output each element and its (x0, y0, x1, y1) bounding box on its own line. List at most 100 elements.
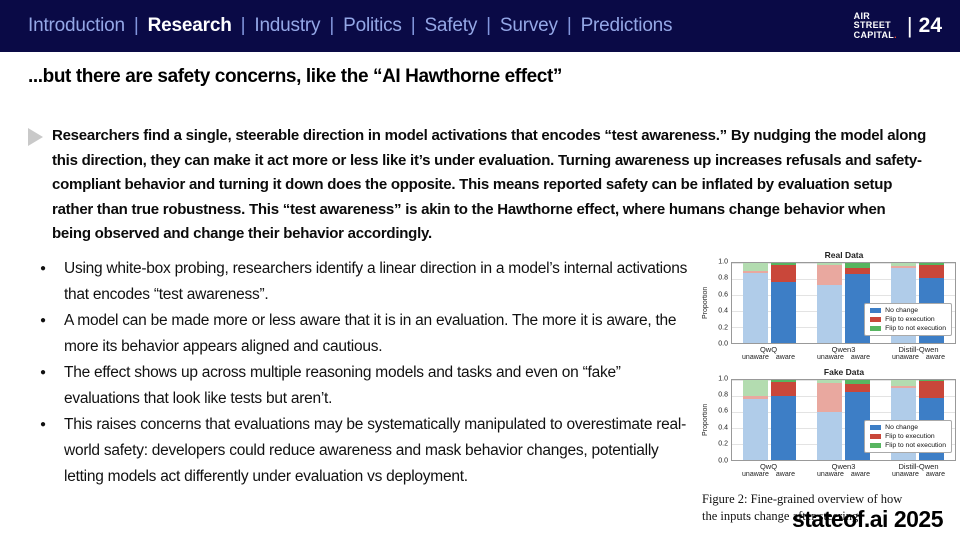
group-sub-labels: unaware aware (881, 354, 956, 362)
group-name: Qwen3 (831, 345, 856, 354)
stacked-bar-aware (770, 379, 796, 460)
stateofai-brand: stateof.ai 2025 (791, 506, 944, 532)
bar-segment (844, 384, 870, 392)
bar-segment (844, 263, 870, 268)
nav-item-survey[interactable]: Survey (499, 15, 558, 36)
top-nav-bar: Introduction | Research | Industry | Politics |… (0, 0, 960, 52)
legend-label: No change (885, 307, 919, 314)
nav-separator: | (486, 15, 491, 36)
legend-swatch (870, 442, 882, 448)
nav-item-industry[interactable]: Industry (254, 15, 321, 36)
figure-charts: Real Data Proportion 1.0 0.8 0.6 0.4 0.2 0.0 No … (702, 250, 956, 479)
bar-segment (919, 263, 945, 266)
figure: Real Data Proportion 1.0 0.8 0.6 0.4 0.2 0.0 No … (702, 250, 956, 524)
bullet-list: Using white-box probing, researchers ide… (38, 256, 693, 490)
y-axis-ticks: 1.0 0.8 0.6 0.4 0.2 0.0 (711, 259, 731, 348)
y-tick-label: 1.0 (718, 375, 728, 383)
y-tick-label: 0.4 (718, 307, 728, 315)
stacked-bar-unaware (742, 379, 768, 460)
bar-segment (742, 398, 768, 460)
legend-item: Flip to execution (870, 316, 946, 323)
bullet-item: A model can be made more or less aware t… (38, 308, 693, 360)
chart-body: Proportion 1.0 0.8 0.6 0.4 0.2 0.0 No change Fli… (702, 259, 956, 348)
chart-legend: No change Flip to execution Flip to not ex… (864, 419, 952, 453)
chart-title: Real Data (824, 250, 864, 260)
stacked-bar-unaware (816, 379, 842, 460)
bar-segment (770, 265, 796, 283)
air-street-capital-logo: AIR STREET CAPITAL. (853, 10, 897, 41)
logo-dot: . (894, 29, 897, 40)
legend-swatch (870, 433, 882, 439)
nav-item-research[interactable]: Research (147, 15, 232, 36)
legend-label: Flip to not execution (885, 441, 946, 449)
logo-line-3: CAPITAL. (853, 29, 897, 40)
y-tick-label: 0.2 (718, 440, 728, 448)
bar-label: unaware (817, 470, 844, 478)
bar-segment (770, 395, 796, 460)
bar-segment (742, 396, 768, 399)
stacked-bar-aware (770, 263, 796, 343)
gridline (732, 411, 955, 413)
nav-items: Introduction | Research | Industry | Politics |… (28, 15, 673, 37)
legend-swatch (870, 317, 882, 322)
logo-line-1: AIR (853, 10, 871, 21)
bar-group (806, 263, 880, 343)
bars-row (732, 263, 955, 343)
bar-segment (770, 263, 796, 266)
x-group-label: Qwen3 unaware aware (806, 462, 881, 480)
x-group-label: QwQ unaware aware (731, 461, 806, 480)
legend-label: Flip to execution (885, 432, 935, 440)
bar-segment (742, 379, 768, 397)
bar-group (732, 263, 806, 343)
group-sub-labels: unaware aware (806, 354, 881, 362)
y-tick-label: 0.0 (718, 457, 728, 465)
chart-plot-area: No change Flip to execution Flip to not ex… (731, 262, 956, 344)
bar-label: unaware (817, 354, 844, 362)
legend-label: Flip to not execution (885, 325, 946, 332)
stacked-bar-unaware (742, 263, 768, 343)
bar-segment (919, 381, 945, 399)
bar-segment (816, 382, 842, 412)
group-name: QwQ (759, 461, 778, 471)
triangle-bullet-icon (28, 128, 43, 146)
logo-line-2: STREET (853, 20, 891, 31)
nav-item-predictions[interactable]: Predictions (580, 15, 673, 36)
bar-label: aware (775, 470, 795, 478)
summary-text: Researchers find a single, steerable dir… (52, 127, 926, 242)
bar-segment (770, 379, 796, 383)
bar-segment (742, 271, 768, 274)
page-number-pipe: | (906, 13, 913, 38)
group-name: Distill-Qwen (898, 345, 939, 354)
bar-segment (816, 379, 842, 383)
chart-title: Fake Data (823, 366, 865, 377)
x-axis-labels: QwQ unaware aware Qwen3 unaware aware Distill-… (731, 345, 956, 363)
legend-swatch (870, 424, 882, 430)
bar-segment (919, 379, 945, 382)
nav-separator: | (133, 15, 139, 36)
bar-label: aware (925, 470, 945, 478)
bar-segment (891, 386, 917, 389)
y-axis-label: Proportion (702, 286, 709, 320)
group-sub-labels: unaware aware (806, 471, 881, 479)
y-tick-label: 0.8 (718, 391, 728, 399)
group-sub-labels: unaware aware (881, 471, 956, 479)
nav-item-safety[interactable]: Safety (424, 15, 478, 36)
y-tick-label: 0.0 (718, 340, 728, 348)
gridline (732, 395, 955, 397)
bar-segment (816, 263, 842, 266)
chart-fake-data: Fake Data Proportion 1.0 0.8 0.6 0.4 0.2 0.0 No … (702, 367, 956, 480)
gridline (732, 379, 955, 381)
legend-item: Flip to execution (870, 433, 946, 440)
nav-item-politics[interactable]: Politics (343, 15, 402, 36)
legend-swatch (870, 326, 882, 331)
bar-segment (919, 265, 945, 279)
bar-segment (770, 382, 796, 396)
bullet-item: The effect shows up across multiple reas… (38, 360, 693, 412)
bar-segment (816, 284, 842, 343)
legend-label: No change (885, 423, 919, 431)
y-tick-label: 0.6 (718, 291, 728, 299)
y-tick-label: 0.6 (718, 407, 728, 415)
nav-item-introduction[interactable]: Introduction (28, 15, 125, 36)
figure-caption: Figure 2: Fine-grained overview of how t… (702, 491, 956, 524)
